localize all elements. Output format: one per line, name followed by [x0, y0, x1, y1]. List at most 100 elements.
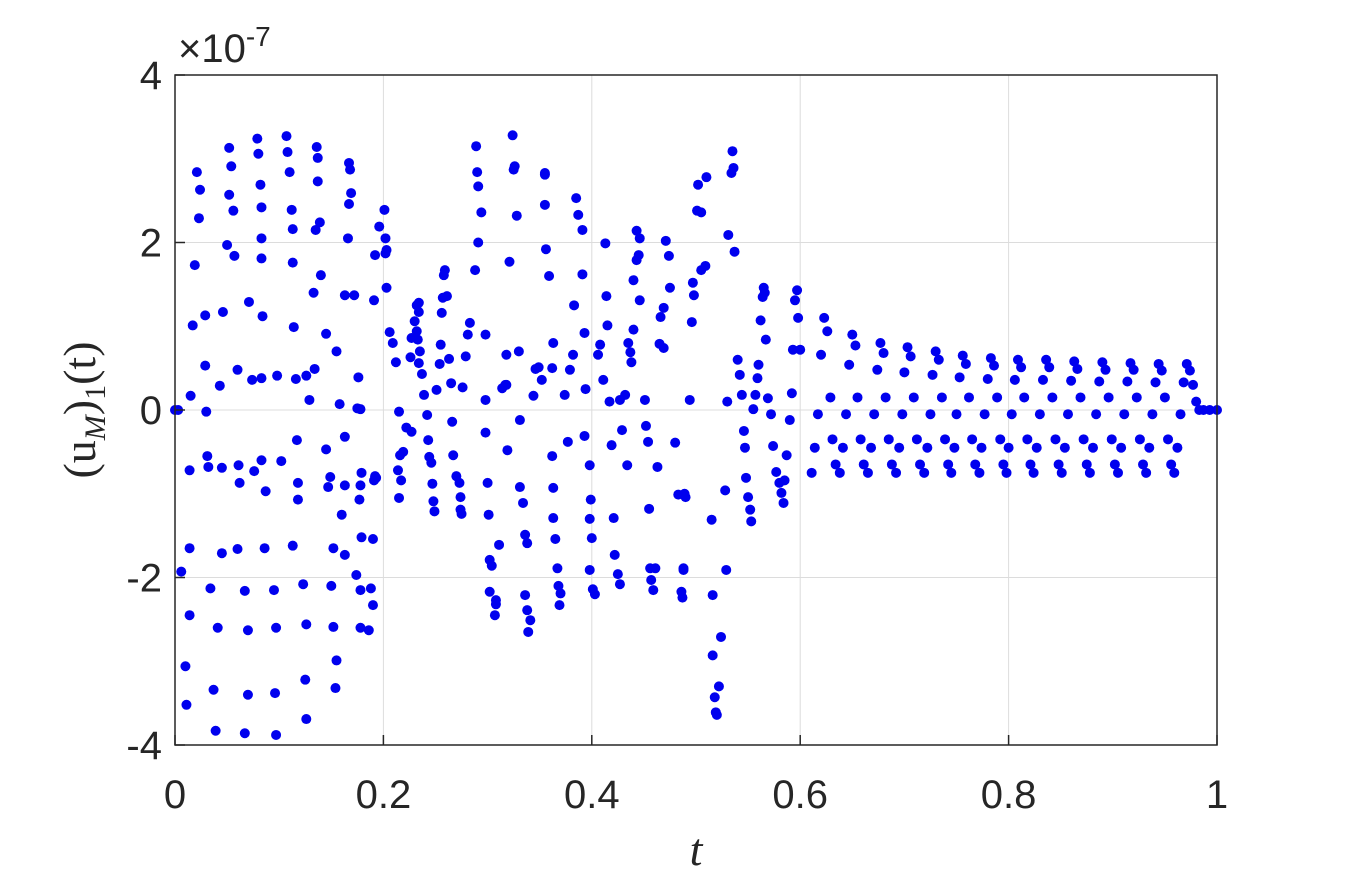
- point: [242, 689, 253, 700]
- point: [595, 339, 606, 350]
- point: [406, 426, 417, 437]
- point: [589, 589, 600, 600]
- point: [339, 290, 350, 301]
- point: [539, 169, 550, 180]
- point: [806, 467, 817, 478]
- point: [880, 392, 891, 403]
- point: [1022, 434, 1033, 445]
- point: [577, 224, 588, 235]
- point: [270, 688, 281, 699]
- point: [184, 543, 195, 554]
- point: [268, 585, 279, 596]
- point: [1084, 467, 1095, 478]
- point: [321, 328, 332, 339]
- x-axis-label: t: [690, 824, 704, 875]
- point: [1081, 459, 1092, 470]
- point: [330, 683, 341, 694]
- point: [762, 393, 773, 404]
- point: [1141, 467, 1152, 478]
- point: [276, 456, 287, 467]
- point: [729, 246, 740, 257]
- point: [544, 271, 555, 281]
- point: [655, 312, 666, 323]
- point: [1150, 377, 1161, 388]
- point: [569, 300, 580, 311]
- point: [723, 229, 734, 240]
- point: [608, 513, 619, 524]
- point: [1034, 409, 1045, 420]
- point: [687, 277, 698, 288]
- point: [970, 459, 981, 470]
- point: [922, 442, 933, 453]
- point: [1144, 442, 1155, 453]
- point: [748, 404, 759, 415]
- point: [902, 342, 913, 353]
- point: [1044, 362, 1055, 373]
- point: [243, 296, 254, 307]
- point: [180, 661, 191, 672]
- point: [232, 544, 243, 555]
- point: [304, 394, 315, 405]
- point: [766, 409, 777, 420]
- point: [489, 610, 500, 621]
- point: [472, 167, 483, 178]
- point: [181, 699, 192, 710]
- point: [954, 372, 965, 383]
- point: [239, 728, 250, 739]
- point: [819, 312, 830, 323]
- point: [943, 459, 954, 470]
- point: [256, 202, 267, 213]
- point: [205, 583, 216, 594]
- point: [394, 492, 405, 503]
- point: [908, 392, 919, 403]
- point: [1006, 409, 1017, 420]
- point: [480, 427, 491, 438]
- point: [650, 563, 661, 574]
- point: [688, 290, 699, 301]
- point: [212, 622, 223, 633]
- point: [1134, 434, 1145, 445]
- point: [598, 374, 609, 385]
- point: [287, 257, 298, 268]
- point: [339, 431, 350, 442]
- point: [878, 348, 889, 359]
- point: [439, 265, 450, 276]
- point: [548, 513, 559, 524]
- point: [562, 436, 573, 447]
- point: [658, 343, 669, 354]
- point: [272, 370, 283, 381]
- point: [281, 131, 292, 142]
- point: [509, 161, 520, 172]
- point: [743, 492, 754, 503]
- point: [384, 327, 395, 338]
- point: [1100, 364, 1111, 375]
- point: [309, 363, 320, 374]
- point: [187, 320, 198, 331]
- point: [224, 189, 235, 200]
- point: [825, 392, 836, 403]
- point: [292, 494, 303, 505]
- point: [356, 532, 367, 543]
- point: [606, 440, 617, 451]
- point: [533, 362, 544, 373]
- multiplier-exponent: -7: [246, 21, 271, 52]
- point: [191, 167, 202, 178]
- point: [353, 372, 364, 383]
- point: [1056, 467, 1067, 478]
- point: [680, 492, 691, 503]
- point: [379, 204, 390, 215]
- point: [411, 326, 422, 337]
- point: [960, 358, 971, 369]
- point: [482, 477, 493, 488]
- point: [1019, 392, 1030, 403]
- point: [979, 409, 990, 420]
- point: [311, 142, 322, 153]
- point: [652, 461, 663, 472]
- point: [643, 436, 654, 447]
- point: [584, 460, 595, 471]
- point: [1009, 374, 1020, 385]
- point: [259, 543, 270, 554]
- point: [706, 514, 717, 525]
- point: [628, 275, 639, 286]
